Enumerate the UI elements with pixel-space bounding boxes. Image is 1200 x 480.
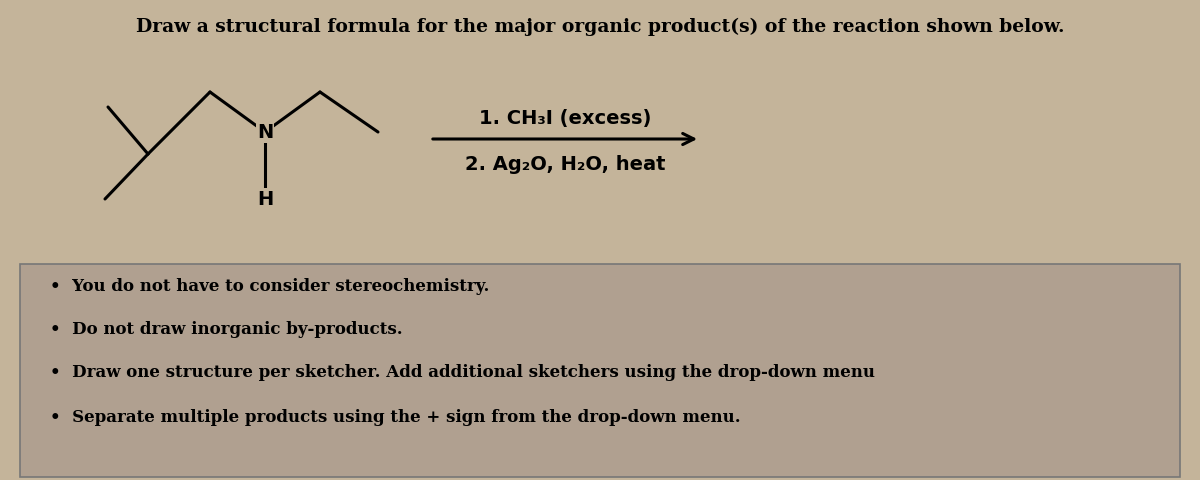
Text: •  Do not draw inorganic by-products.: • Do not draw inorganic by-products.	[50, 321, 403, 338]
Text: H: H	[257, 190, 274, 209]
Text: N: N	[257, 123, 274, 142]
Text: •  You do not have to consider stereochemistry.: • You do not have to consider stereochem…	[50, 278, 490, 295]
Text: Draw a structural formula for the major organic product(s) of the reaction shown: Draw a structural formula for the major …	[136, 18, 1064, 36]
Text: •  Draw one structure per sketcher. Add additional sketchers using the drop-down: • Draw one structure per sketcher. Add a…	[50, 364, 875, 381]
FancyBboxPatch shape	[20, 264, 1180, 477]
Text: 1. CH₃I (excess): 1. CH₃I (excess)	[479, 109, 652, 128]
Text: 2. Ag₂O, H₂O, heat: 2. Ag₂O, H₂O, heat	[464, 155, 665, 174]
Text: •  Separate multiple products using the + sign from the drop-down menu.: • Separate multiple products using the +…	[50, 408, 740, 426]
